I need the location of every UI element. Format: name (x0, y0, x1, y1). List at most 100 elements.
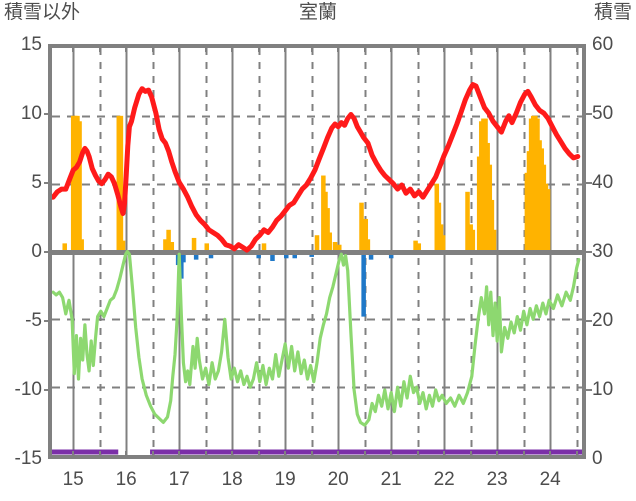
x-tick (310, 451, 313, 459)
right-axis-title: 積雪 (593, 2, 632, 23)
tick-left-10 (44, 113, 51, 115)
x-tick (98, 451, 101, 459)
bar (120, 240, 126, 252)
y-left-tick-5: 5 (31, 172, 42, 193)
bar (363, 218, 369, 252)
x-axis-label-23: 23 (486, 469, 508, 490)
x-tick (337, 44, 340, 52)
plot-area (48, 44, 586, 459)
x-tick (231, 44, 234, 52)
x-tick (151, 451, 154, 459)
bar (270, 251, 275, 261)
x-tick (443, 451, 446, 459)
x-tick (125, 44, 128, 52)
chart-title: 室蘭 (298, 2, 337, 23)
x-tick (443, 44, 446, 52)
bar (416, 243, 422, 252)
bar (169, 242, 175, 252)
x-tick (390, 44, 393, 52)
bar (470, 229, 476, 252)
x-tick (72, 451, 75, 459)
x-tick (178, 44, 181, 52)
x-tick (575, 451, 578, 459)
bar (79, 239, 84, 252)
bar (440, 235, 446, 252)
left-axis-title: 積雪以外 (4, 2, 81, 23)
tick-right-40 (585, 182, 592, 184)
x-axis-label-18: 18 (221, 469, 243, 490)
x-axis-label-19: 19 (274, 469, 296, 490)
x-tick (98, 44, 101, 52)
tick-right-20 (585, 320, 592, 322)
bar (118, 115, 124, 252)
bar (325, 208, 330, 252)
y-right-tick-50: 50 (592, 103, 614, 124)
y-right-tick-20: 20 (592, 310, 614, 331)
bar (204, 243, 210, 252)
bar (166, 229, 171, 252)
y-right-tick-10: 10 (592, 379, 614, 400)
x-tick (310, 44, 313, 52)
x-tick (416, 44, 419, 52)
x-tick (469, 451, 472, 459)
bar (314, 235, 320, 252)
y-left-tick-10: 10 (20, 103, 42, 124)
x-axis-label-24: 24 (539, 469, 561, 490)
x-axis-label-22: 22 (433, 469, 455, 490)
x-tick (469, 44, 472, 52)
y-left-tick-neg5: -5 (25, 310, 42, 331)
bar (261, 243, 267, 252)
x-tick (522, 451, 525, 459)
bar (191, 237, 197, 252)
series-secondary (52, 249, 581, 427)
x-axis-label-17: 17 (168, 469, 190, 490)
x-tick (522, 44, 525, 52)
bar (181, 251, 186, 263)
x-tick (390, 451, 393, 459)
bar (179, 251, 184, 279)
bar (365, 239, 371, 252)
tick-left-neg5 (44, 320, 51, 322)
x-tick (549, 451, 552, 459)
bar (77, 121, 82, 252)
plot-inner (52, 48, 582, 455)
x-tick (257, 451, 260, 459)
y-left-tick-15: 15 (20, 34, 42, 55)
x-tick (151, 44, 154, 52)
y-right-tick-30: 30 (592, 241, 614, 262)
x-tick (496, 451, 499, 459)
bar (465, 191, 470, 252)
series-temperature (52, 82, 581, 253)
x-tick (72, 44, 75, 52)
tick-right-30 (585, 251, 592, 253)
bar (489, 199, 495, 252)
bar (337, 244, 342, 252)
x-axis-label-16: 16 (115, 469, 137, 490)
bar (327, 232, 332, 252)
chart-canvas (52, 48, 582, 455)
bar (361, 251, 366, 317)
bar (193, 251, 199, 260)
x-axis-label-21: 21 (380, 469, 402, 490)
bar (545, 189, 551, 252)
x-tick (337, 451, 340, 459)
x-tick (204, 44, 207, 52)
x-tick (178, 451, 181, 459)
x-tick (284, 44, 287, 52)
tick-left-0 (44, 251, 51, 253)
y-left-tick-0: 0 (31, 241, 42, 262)
tick-left-neg10 (44, 389, 51, 391)
x-tick (363, 451, 366, 459)
y-right-tick-60: 60 (592, 34, 614, 55)
y-right-tick-0: 0 (592, 448, 603, 469)
x-tick (257, 44, 260, 52)
bar (368, 251, 374, 260)
bars-positive (62, 115, 551, 252)
x-tick (575, 44, 578, 52)
y-left-tick-neg10: -10 (14, 379, 42, 400)
x-axis-label-15: 15 (62, 469, 84, 490)
x-tick (549, 44, 552, 52)
y-left-tick-neg15: -15 (14, 448, 42, 469)
x-tick (125, 451, 128, 459)
